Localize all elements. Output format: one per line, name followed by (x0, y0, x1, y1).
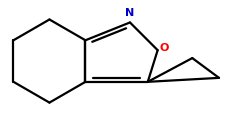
Text: N: N (125, 7, 134, 18)
Text: O: O (159, 43, 169, 53)
